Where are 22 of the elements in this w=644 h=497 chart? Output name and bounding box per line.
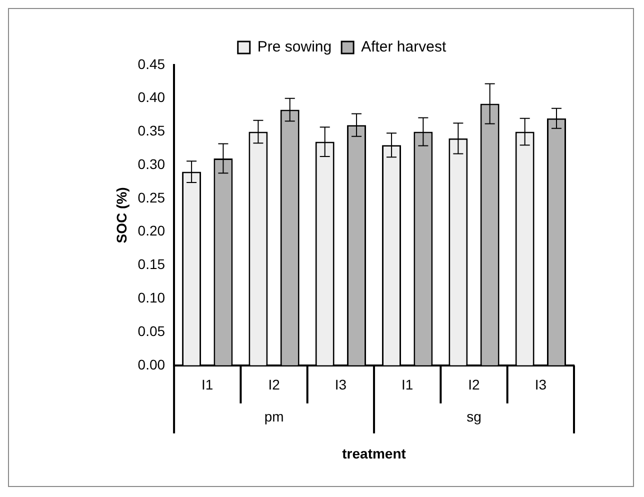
- text: sg: [466, 408, 482, 424]
- y-tick-label: 0.15: [138, 256, 166, 272]
- y-tick-label: 0.25: [138, 189, 166, 206]
- y-tick-label: 0.40: [138, 89, 166, 106]
- y-tick-label: 0.30: [138, 156, 166, 172]
- y-axis-title: SOC (%): [113, 187, 130, 244]
- y-tick-label: 0.00: [138, 356, 166, 372]
- y-tick-label: 0.10: [138, 290, 166, 306]
- x-axis-title: treatment: [342, 445, 406, 462]
- legend-label: Pre sowing: [257, 38, 332, 56]
- x-tick-label: I3: [334, 376, 347, 393]
- x-tick-label: I1: [202, 376, 214, 393]
- y-tick-label: 0.20: [138, 222, 166, 239]
- y-tick-label: 0.35: [138, 122, 166, 139]
- x-tick-label: I1: [402, 376, 414, 393]
- x-tick-label: I3: [534, 376, 547, 393]
- x-tick-label: I2: [268, 376, 280, 393]
- text: pm: [264, 408, 284, 424]
- x-tick-label: I2: [468, 376, 480, 393]
- legend-label: After harvest: [361, 38, 447, 56]
- y-tick-label: 0.45: [138, 56, 166, 72]
- y-tick-label: 0.05: [138, 322, 166, 339]
